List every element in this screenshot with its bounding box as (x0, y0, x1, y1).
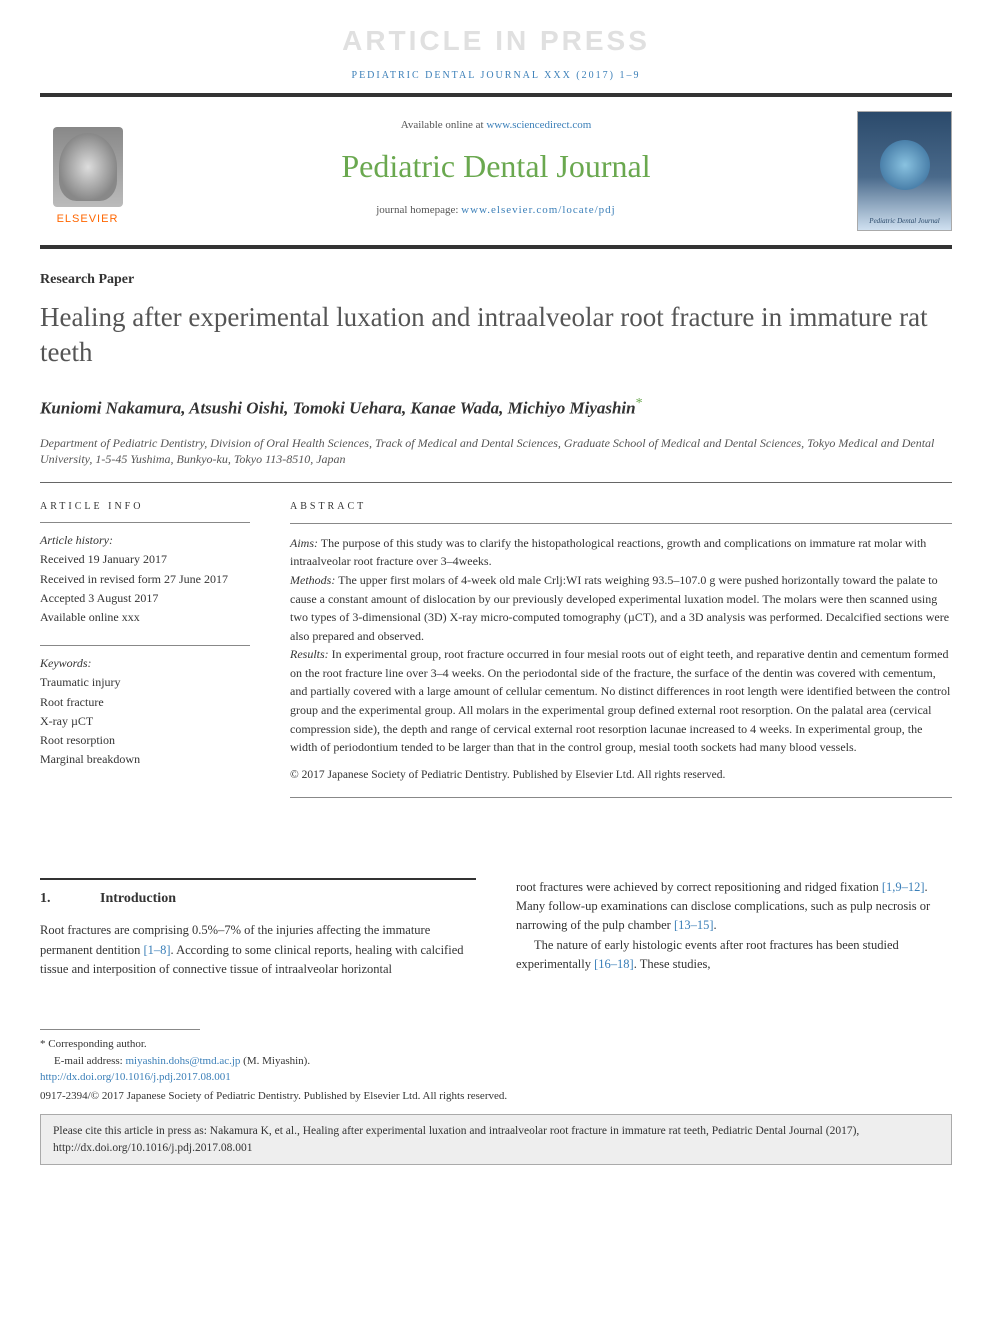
article-title: Healing after experimental luxation and … (40, 300, 952, 370)
email-link[interactable]: miyashin.dohs@tmd.ac.jp (125, 1055, 240, 1067)
body-columns: 1.Introduction Root fractures are compri… (40, 878, 952, 980)
online-date: Available online xxx (40, 608, 250, 627)
abstract-copyright: © 2017 Japanese Society of Pediatric Den… (290, 767, 952, 785)
intro-text: . These studies, (634, 957, 711, 971)
footnote-rule (40, 1029, 200, 1030)
intro-text: . (714, 918, 717, 932)
info-abstract-row: ARTICLE INFO Article history: Received 1… (40, 499, 952, 807)
keywords-label: Keywords: (40, 654, 250, 673)
abstract-column: ABSTRACT Aims: The purpose of this study… (290, 499, 952, 807)
doi-link[interactable]: http://dx.doi.org/10.1016/j.pdj.2017.08.… (40, 1069, 952, 1086)
body-column-left: 1.Introduction Root fractures are compri… (40, 878, 476, 980)
homepage-prefix: journal homepage: (376, 204, 461, 216)
journal-header: ELSEVIER Available online at www.science… (40, 97, 952, 249)
article-in-press-watermark: ARTICLE IN PRESS (40, 20, 952, 62)
reference-link[interactable]: [1–8] (143, 943, 170, 957)
journal-center-block: Available online at www.sciencedirect.co… (135, 111, 857, 231)
authors-names: Kuniomi Nakamura, Atsushi Oishi, Tomoki … (40, 399, 636, 418)
email-suffix: (M. Miyashin). (240, 1055, 310, 1067)
citation-box: Please cite this article in press as: Na… (40, 1114, 952, 1164)
results-text: In experimental group, root fracture occ… (290, 647, 950, 754)
keyword: Marginal breakdown (40, 750, 250, 769)
abstract-methods: Methods: The upper first molars of 4-wee… (290, 571, 952, 645)
sciencedirect-link[interactable]: www.sciencedirect.com (486, 119, 591, 131)
abstract-heading: ABSTRACT (290, 499, 952, 515)
article-type-label: Research Paper (40, 269, 952, 290)
abstract-rule (290, 523, 952, 524)
history-label: Article history: (40, 531, 250, 550)
email-line: E-mail address: miyashin.dohs@tmd.ac.jp … (40, 1053, 952, 1070)
aims-label: Aims: (290, 536, 318, 550)
keyword: X-ray µCT (40, 712, 250, 731)
homepage-link[interactable]: www.elsevier.com/locate/pdj (461, 204, 616, 216)
issn-copyright: 0917-2394/© 2017 Japanese Society of Ped… (40, 1088, 952, 1105)
abstract-bottom-rule (290, 797, 952, 798)
authors-line: Kuniomi Nakamura, Atsushi Oishi, Tomoki … (40, 394, 952, 420)
footer-block: * Corresponding author. E-mail address: … (40, 1029, 952, 1104)
article-history-block: Article history: Received 19 January 201… (40, 531, 250, 627)
corresponding-star: * (636, 396, 643, 411)
journal-title: Pediatric Dental Journal (155, 142, 837, 190)
received-date: Received 19 January 2017 (40, 550, 250, 569)
divider (40, 482, 952, 483)
cover-caption: Pediatric Dental Journal (858, 216, 951, 227)
methods-label: Methods: (290, 573, 335, 587)
intro-paragraph: Root fractures are comprising 0.5%–7% of… (40, 921, 476, 979)
keyword: Traumatic injury (40, 673, 250, 692)
available-online-line: Available online at www.sciencedirect.co… (155, 117, 837, 134)
abstract-results: Results: In experimental group, root fra… (290, 645, 952, 757)
reference-link[interactable]: [13–15] (674, 918, 714, 932)
methods-text: The upper first molars of 4-week old mal… (290, 573, 949, 643)
intro-paragraph: The nature of early histologic events af… (516, 936, 952, 975)
elsevier-tree-icon (53, 127, 123, 207)
section-number: 1. (40, 888, 100, 910)
reference-link[interactable]: [16–18] (594, 957, 634, 971)
keywords-block: Keywords: Traumatic injury Root fracture… (40, 654, 250, 769)
article-info-column: ARTICLE INFO Article history: Received 1… (40, 499, 250, 807)
revised-date: Received in revised form 27 June 2017 (40, 570, 250, 589)
reference-link[interactable]: [1,9–12] (882, 880, 925, 894)
email-label: E-mail address: (54, 1055, 125, 1067)
keyword: Root fracture (40, 693, 250, 712)
info-rule (40, 645, 250, 646)
elsevier-logo: ELSEVIER (40, 111, 135, 231)
intro-paragraph: root fractures were achieved by correct … (516, 878, 952, 936)
affiliation: Department of Pediatric Dentistry, Divis… (40, 435, 952, 469)
corresponding-author-note: * Corresponding author. (40, 1036, 952, 1053)
introduction-heading: 1.Introduction (40, 878, 476, 910)
running-head: PEDIATRIC DENTAL JOURNAL XXX (2017) 1–9 (40, 68, 952, 83)
section-title: Introduction (100, 891, 176, 906)
keyword: Root resorption (40, 731, 250, 750)
intro-text: root fractures were achieved by correct … (516, 880, 882, 894)
abstract-aims: Aims: The purpose of this study was to c… (290, 534, 952, 571)
accepted-date: Accepted 3 August 2017 (40, 589, 250, 608)
elsevier-label: ELSEVIER (57, 211, 119, 228)
homepage-line: journal homepage: www.elsevier.com/locat… (155, 202, 837, 219)
aims-text: The purpose of this study was to clarify… (290, 536, 926, 569)
body-column-right: root fractures were achieved by correct … (516, 878, 952, 980)
journal-cover-thumbnail: Pediatric Dental Journal (857, 111, 952, 231)
article-info-heading: ARTICLE INFO (40, 499, 250, 514)
available-prefix: Available online at (401, 119, 487, 131)
results-label: Results: (290, 647, 329, 661)
info-rule (40, 522, 250, 523)
